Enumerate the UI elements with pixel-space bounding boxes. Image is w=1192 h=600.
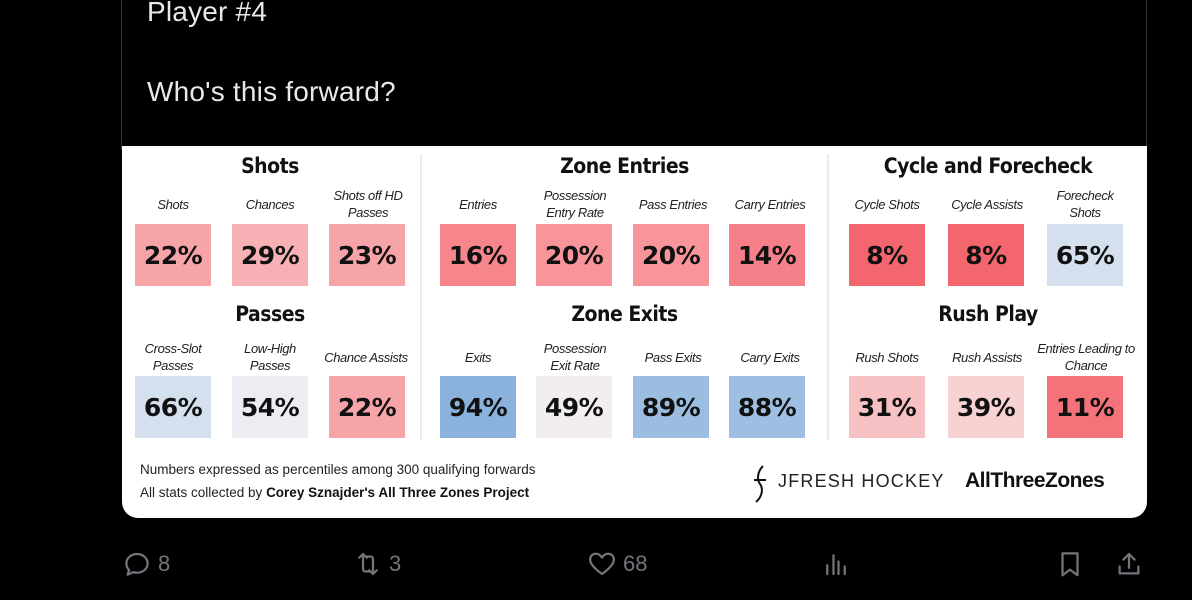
retweet-count: 3 (389, 551, 402, 576)
group-title-cycle-forecheck: Cycle and Forecheck (883, 154, 1093, 178)
share-button[interactable] (1114, 544, 1144, 584)
stat-value-pass-exits: 89% (633, 376, 709, 438)
group-title-zone-entries: Zone Entries (560, 154, 689, 178)
footnote-source-prefix: All stats collected by (140, 485, 267, 500)
stat-value-shots: 22% (135, 224, 211, 286)
tweet-text-question: Who's this forward? (147, 76, 396, 107)
stat-label-exits: Exits (464, 349, 492, 365)
tweet-right-border (1146, 0, 1147, 150)
stat-value-carry-entries: 14% (729, 224, 805, 286)
share-upload-icon (1118, 552, 1140, 575)
stat-value-carry-exits: 88% (729, 376, 805, 438)
stat-label-chance-assists: Chance Assists (324, 349, 408, 365)
stat-value-rush-assists: 39% (948, 376, 1024, 438)
views-button[interactable] (821, 544, 851, 584)
stat-value-chances: 29% (232, 224, 308, 286)
group-title-shots: Shots (241, 154, 299, 178)
stat-label-pass-entries: Pass Entries (638, 196, 708, 212)
section-divider (420, 154, 422, 440)
stat-value-possession-exit-rate: 49% (536, 376, 612, 438)
heart-icon (589, 552, 615, 576)
group-title-zone-exits: Zone Exits (571, 302, 678, 326)
like-count: 68 (623, 551, 648, 576)
stat-label-entries-leading-to-chance: Entries Leading to Chance (1037, 341, 1135, 373)
stat-label-shots-off-hd-passes: Shots off HD Passes (333, 188, 403, 220)
stat-label-cycle-assists: Cycle Assists (951, 196, 1023, 212)
stat-label-rush-shots: Rush Shots (855, 349, 919, 365)
brand-jfresh-hockey: JFRESH HOCKEY (778, 471, 945, 491)
tweet-left-border (121, 0, 122, 150)
bookmark-button[interactable] (1055, 544, 1085, 584)
like-button[interactable]: 68 (587, 544, 647, 584)
reply-count: 8 (158, 551, 171, 576)
retweet-button[interactable]: 3 (353, 544, 401, 584)
stat-value-pass-entries: 20% (633, 224, 709, 286)
reply-button[interactable]: 8 (122, 544, 170, 584)
stat-label-cycle-shots: Cycle Shots (854, 196, 920, 212)
stat-label-carry-entries: Carry Entries (734, 196, 806, 212)
stat-value-low-high-passes: 54% (232, 376, 308, 438)
footnote-source-bold: Corey Sznajder's All Three Zones Project (266, 485, 530, 500)
stat-value-chance-assists: 22% (329, 376, 405, 438)
section-divider (827, 154, 829, 440)
bookmark-icon (1061, 552, 1079, 577)
stat-value-cross-slot-passes: 66% (135, 376, 211, 438)
stat-value-exits: 94% (440, 376, 516, 438)
footnote-percentiles: Numbers expressed as percentiles among 3… (140, 462, 536, 477)
stat-label-shots: Shots (157, 196, 189, 212)
footnote-source: All stats collected by Corey Sznajder's … (140, 485, 529, 500)
stat-value-rush-shots: 31% (849, 376, 925, 438)
stat-label-cross-slot-passes: Cross-Slot Passes (144, 341, 202, 373)
stat-value-possession-entry-rate: 20% (536, 224, 612, 286)
stat-value-entries-leading-to-chance: 11% (1047, 376, 1123, 438)
stat-label-pass-exits: Pass Exits (644, 349, 702, 365)
brand-all-three-zones: AllThreeZones (965, 469, 1105, 492)
stat-value-shots-off-hd-passes: 23% (329, 224, 405, 286)
stat-label-forecheck-shots: Forecheck Shots (1056, 188, 1114, 220)
stat-label-low-high-passes: Low-High Passes (244, 341, 296, 373)
stat-label-chances: Chances (245, 196, 295, 212)
views-bar-chart-icon (826, 554, 846, 576)
stat-value-cycle-shots: 8% (849, 224, 925, 286)
stat-value-entries: 16% (440, 224, 516, 286)
jfresh-logo-mark-icon (754, 465, 766, 503)
stat-value-forecheck-shots: 65% (1047, 224, 1123, 286)
retweet-icon (358, 552, 378, 576)
stat-label-rush-assists: Rush Assists (952, 349, 1022, 365)
stat-label-possession-entry-rate: Possession Entry Rate (543, 188, 607, 220)
tweet-text-title: Player #4 (147, 0, 268, 27)
stat-label-entries: Entries (459, 196, 497, 212)
stat-label-possession-exit-rate: Possession Exit Rate (543, 341, 607, 373)
reply-icon (125, 552, 149, 576)
group-title-rush-play: Rush Play (938, 302, 1038, 326)
stat-label-carry-exits: Carry Exits (740, 349, 800, 365)
stats-card-image[interactable]: Shots Zone Entries Cycle and Forecheck S… (122, 146, 1147, 518)
stat-value-cycle-assists: 8% (948, 224, 1024, 286)
group-title-passes: Passes (235, 302, 305, 326)
